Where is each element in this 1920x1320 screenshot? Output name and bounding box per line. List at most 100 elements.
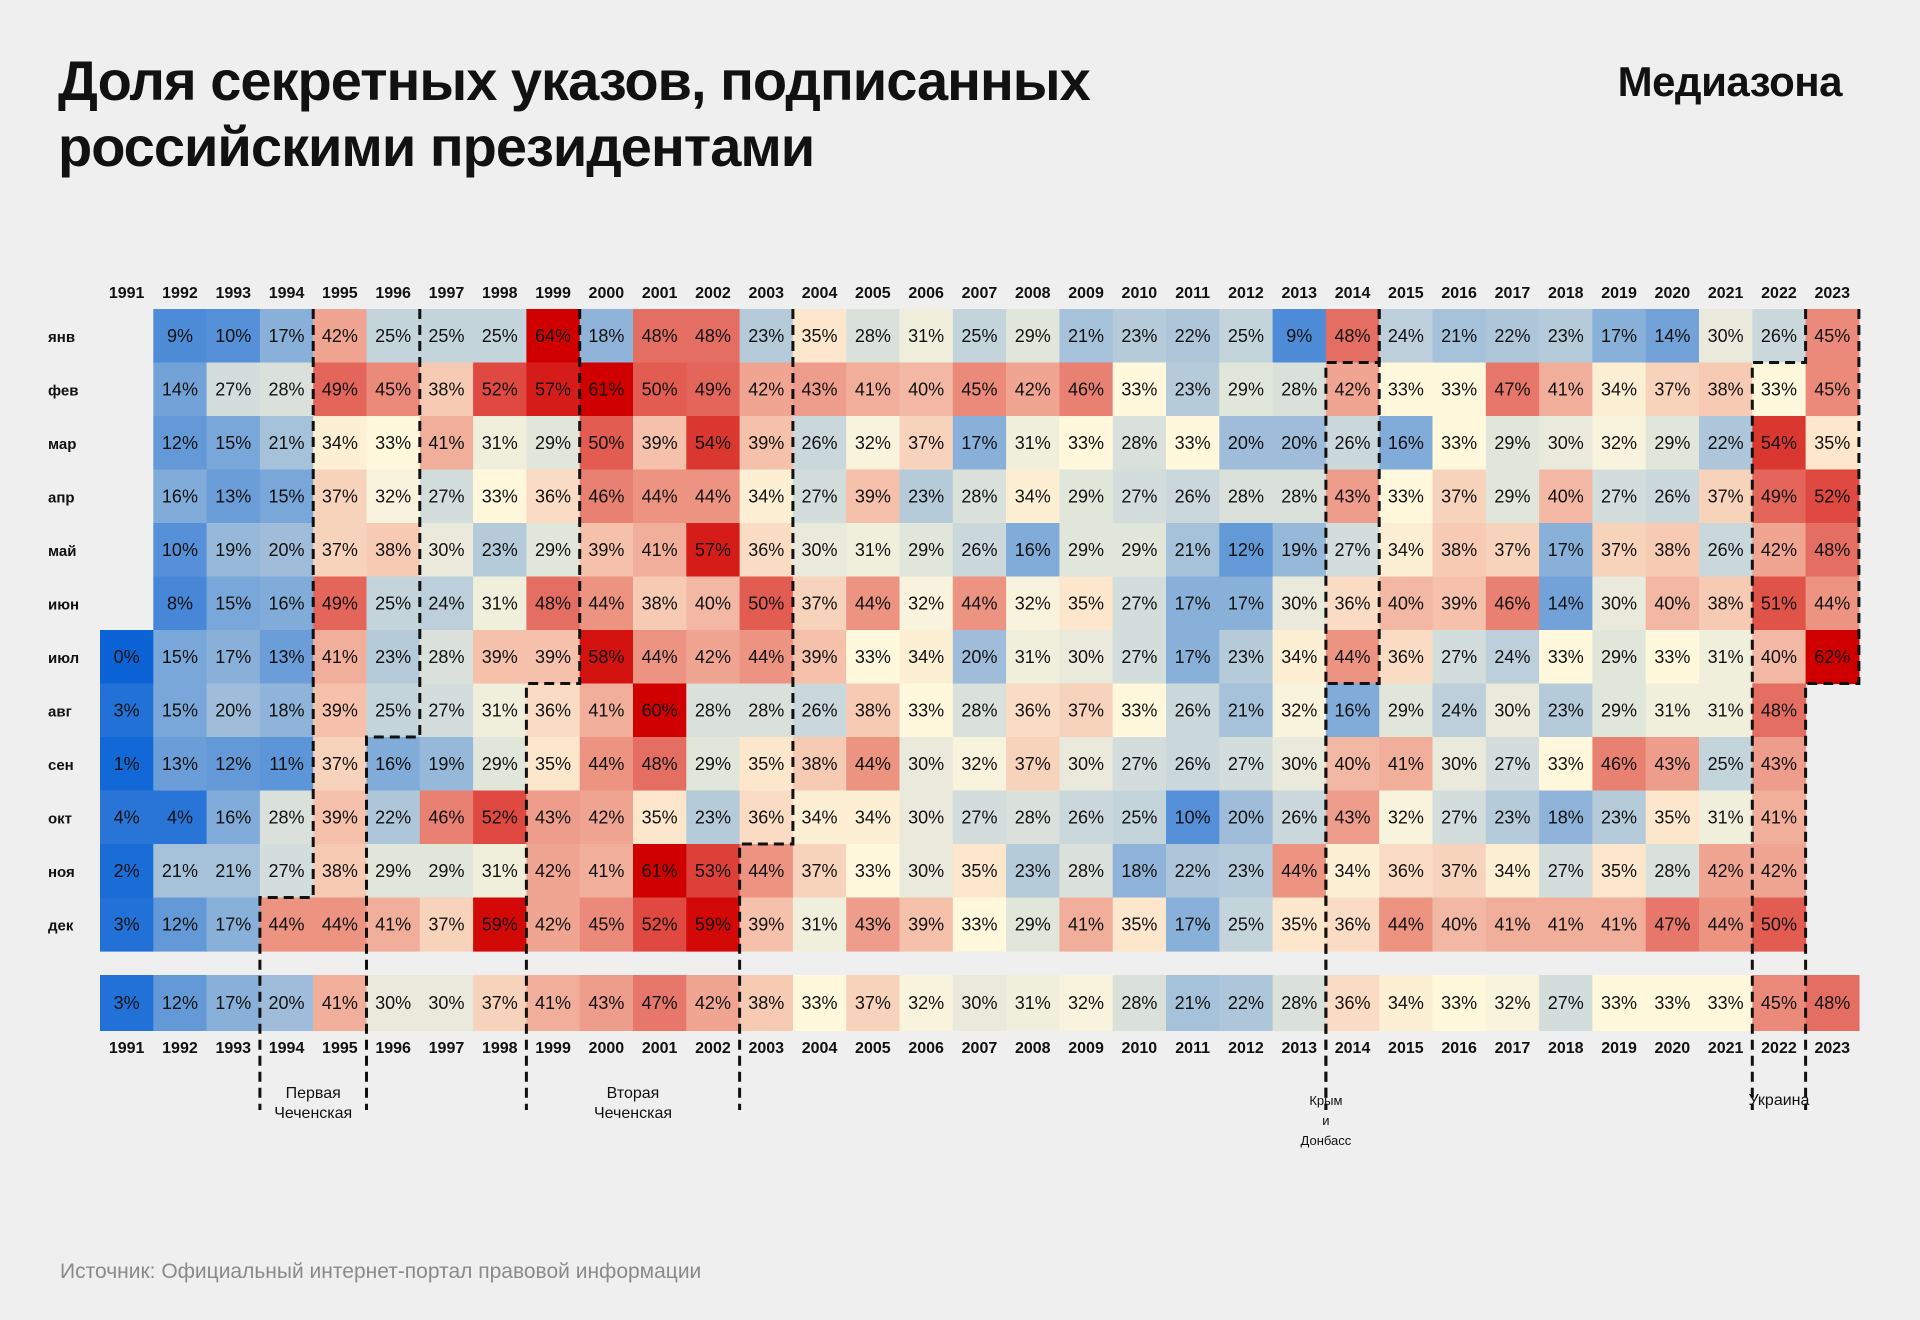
cell-value: 45% bbox=[588, 914, 624, 934]
cell-value: 42% bbox=[322, 326, 358, 346]
heatmap-cell bbox=[259, 737, 314, 792]
cell-value: 28% bbox=[855, 326, 891, 346]
cell-value: 23% bbox=[1228, 647, 1264, 667]
annual-value: 12% bbox=[162, 993, 198, 1013]
heatmap-cell bbox=[1485, 523, 1540, 578]
cell-value: 4% bbox=[114, 807, 140, 827]
heatmap-cell bbox=[153, 362, 208, 417]
cell-value: 16% bbox=[1335, 700, 1371, 720]
cell-value: 42% bbox=[535, 914, 571, 934]
cell-value: 44% bbox=[748, 647, 784, 667]
annual-cell bbox=[1379, 975, 1434, 1031]
heatmap-cell bbox=[1645, 790, 1700, 845]
year-label-top: 2014 bbox=[1335, 285, 1371, 302]
cell-value: 28% bbox=[1121, 433, 1157, 453]
heatmap-cell bbox=[1112, 523, 1167, 578]
heatmap-cell bbox=[1592, 844, 1647, 899]
cell-value: 39% bbox=[642, 433, 678, 453]
heatmap-cell bbox=[846, 737, 901, 792]
annual-value: 33% bbox=[802, 993, 838, 1013]
cell-value: 32% bbox=[855, 433, 891, 453]
heatmap-cell bbox=[1379, 844, 1434, 899]
heatmap-cell bbox=[366, 683, 421, 738]
cell-value: 29% bbox=[1654, 433, 1690, 453]
heatmap-cell bbox=[100, 844, 154, 899]
heatmap-cell bbox=[1006, 416, 1060, 471]
annual-cell bbox=[739, 975, 794, 1031]
cell-value: 27% bbox=[802, 486, 838, 506]
heatmap-cell bbox=[153, 844, 208, 899]
cell-value: 28% bbox=[269, 807, 305, 827]
cell-value: 33% bbox=[1441, 433, 1477, 453]
heatmap-cell bbox=[1166, 737, 1220, 792]
annual-value: 41% bbox=[322, 993, 358, 1013]
cell-value: 31% bbox=[482, 433, 518, 453]
year-label-bottom: 1994 bbox=[269, 1040, 305, 1057]
heatmap-cell bbox=[1752, 790, 1807, 845]
heatmap-cell bbox=[1432, 844, 1487, 899]
year-label-bottom: 2014 bbox=[1335, 1040, 1371, 1057]
cell-value: 31% bbox=[855, 540, 891, 560]
cell-value: 49% bbox=[1761, 486, 1797, 506]
heatmap-cell bbox=[1325, 683, 1380, 738]
cell-value: 46% bbox=[1494, 593, 1530, 613]
heatmap-cell bbox=[686, 790, 741, 845]
heatmap-cell bbox=[1219, 737, 1274, 792]
cell-value: 29% bbox=[1015, 326, 1051, 346]
cell-value: 14% bbox=[162, 379, 198, 399]
cell-value: 14% bbox=[1548, 593, 1584, 613]
heatmap-cell bbox=[473, 897, 527, 952]
heatmap-cell bbox=[206, 523, 261, 578]
year-label-top: 2017 bbox=[1495, 285, 1531, 302]
cell-value: 26% bbox=[1761, 326, 1797, 346]
heatmap-cell bbox=[633, 683, 687, 738]
heatmap-cell bbox=[526, 897, 581, 952]
heatmap-cell bbox=[1539, 844, 1593, 899]
annual-value: 33% bbox=[1654, 993, 1690, 1013]
cell-value: 27% bbox=[1121, 593, 1157, 613]
heatmap-cell bbox=[686, 576, 741, 631]
cell-value: 28% bbox=[748, 700, 784, 720]
cell-value: 49% bbox=[322, 379, 358, 399]
heatmap-cell bbox=[1059, 523, 1114, 578]
heatmap-cell bbox=[1485, 683, 1540, 738]
year-label-bottom: 2008 bbox=[1015, 1040, 1051, 1057]
heatmap-cell bbox=[739, 523, 794, 578]
cell-value: 36% bbox=[1335, 593, 1371, 613]
heatmap-cell bbox=[1112, 737, 1167, 792]
heatmap-cell bbox=[846, 362, 901, 417]
cell-value: 17% bbox=[215, 647, 251, 667]
cell-value: 46% bbox=[428, 807, 464, 827]
heatmap-cell bbox=[1645, 416, 1700, 471]
cell-value: 15% bbox=[269, 486, 305, 506]
heatmap-cell bbox=[259, 416, 314, 471]
cell-value: 43% bbox=[1761, 754, 1797, 774]
cell-value: 31% bbox=[908, 326, 944, 346]
event-label: и bbox=[1322, 1113, 1329, 1128]
heatmap-cell bbox=[579, 790, 634, 845]
heatmap-cell bbox=[633, 844, 687, 899]
heatmap-cell bbox=[1059, 897, 1114, 952]
cell-value: 17% bbox=[1175, 647, 1211, 667]
annual-cell bbox=[1325, 975, 1380, 1031]
cell-value: 38% bbox=[428, 379, 464, 399]
cell-value: 36% bbox=[748, 540, 784, 560]
heatmap-cell bbox=[1699, 523, 1753, 578]
cell-value: 43% bbox=[802, 379, 838, 399]
heatmap-cell bbox=[952, 844, 1007, 899]
heatmap-cell bbox=[792, 576, 847, 631]
cell-value: 41% bbox=[1068, 914, 1104, 934]
month-label: авг bbox=[48, 703, 72, 720]
heatmap-cell bbox=[1539, 362, 1593, 417]
heatmap-cell bbox=[899, 630, 954, 685]
cell-value: 28% bbox=[961, 700, 997, 720]
heatmap-cell bbox=[1112, 469, 1167, 524]
cell-value: 17% bbox=[215, 914, 251, 934]
heatmap-cell bbox=[899, 897, 954, 952]
heatmap-cell bbox=[1006, 790, 1060, 845]
heatmap-cell bbox=[1112, 309, 1167, 364]
heatmap-cell bbox=[952, 523, 1007, 578]
cell-value: 42% bbox=[695, 647, 731, 667]
heatmap-cell bbox=[1645, 683, 1700, 738]
cell-value: 30% bbox=[1708, 326, 1744, 346]
